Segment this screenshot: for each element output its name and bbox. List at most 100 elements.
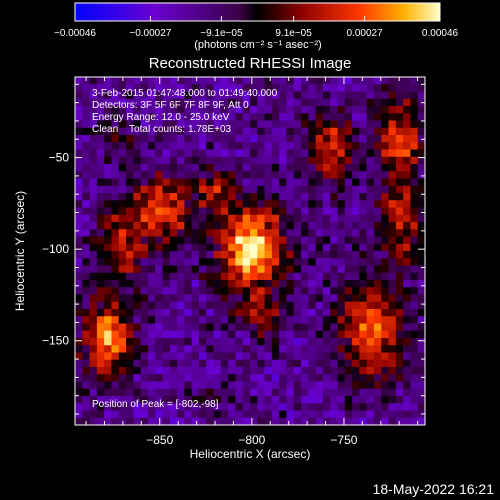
heatmap-cell bbox=[344, 294, 353, 303]
heatmap-cell bbox=[184, 222, 193, 230]
heatmap-cell bbox=[330, 265, 339, 274]
heatmap-cell bbox=[395, 367, 404, 375]
heatmap-cell bbox=[417, 127, 425, 136]
heatmap-cell bbox=[352, 345, 360, 354]
heatmap-cell bbox=[133, 403, 142, 412]
heatmap-cell bbox=[315, 316, 324, 325]
heatmap-cell bbox=[366, 207, 375, 216]
heatmap-cell bbox=[118, 265, 127, 274]
heatmap-cell bbox=[417, 84, 425, 93]
heatmap-cell bbox=[206, 272, 215, 281]
heatmap-cell bbox=[373, 185, 382, 194]
heatmap-cell bbox=[228, 345, 237, 354]
heatmap-cell bbox=[184, 178, 193, 187]
heatmap-cell bbox=[308, 323, 317, 332]
heatmap-cell bbox=[235, 236, 244, 245]
heatmap-cell bbox=[82, 236, 91, 245]
heatmap-cell bbox=[198, 323, 207, 332]
heatmap-cell bbox=[133, 222, 142, 230]
heatmap-cell bbox=[206, 280, 215, 288]
heatmap-cell bbox=[184, 301, 193, 310]
heatmap-cell bbox=[206, 417, 215, 425]
heatmap-cell bbox=[315, 229, 324, 238]
heatmap-cell bbox=[264, 381, 273, 390]
heatmap-cell bbox=[96, 91, 105, 100]
heatmap-cell bbox=[104, 214, 113, 223]
heatmap-cell bbox=[373, 396, 382, 404]
heatmap-cell bbox=[366, 316, 375, 325]
heatmap-cell bbox=[177, 294, 185, 303]
heatmap-cell bbox=[279, 417, 288, 425]
heatmap-cell bbox=[191, 91, 200, 100]
heatmap-cell bbox=[235, 120, 244, 129]
heatmap-cell bbox=[308, 142, 317, 151]
heatmap-cell bbox=[82, 309, 91, 317]
heatmap-cell bbox=[133, 272, 142, 281]
heatmap-cell bbox=[344, 316, 353, 325]
heatmap-cell bbox=[330, 142, 339, 151]
heatmap-cell bbox=[403, 164, 412, 172]
heatmap-cell bbox=[330, 287, 339, 296]
heatmap-cell bbox=[96, 127, 105, 136]
heatmap-cell bbox=[250, 294, 258, 303]
heatmap-cell bbox=[388, 127, 397, 136]
heatmap-cell bbox=[315, 410, 324, 419]
heatmap-cell bbox=[177, 156, 185, 165]
heatmap-cell bbox=[359, 301, 368, 310]
heatmap-cell bbox=[330, 403, 339, 412]
heatmap-cell bbox=[403, 272, 412, 281]
heatmap-cell bbox=[169, 403, 178, 412]
heatmap-cell bbox=[140, 149, 149, 158]
heatmap-cell bbox=[104, 127, 113, 136]
heatmap-cell bbox=[293, 396, 302, 404]
heatmap-cell bbox=[242, 185, 251, 194]
heatmap-cell bbox=[162, 294, 171, 303]
heatmap-cell bbox=[82, 178, 91, 187]
heatmap-cell bbox=[286, 316, 295, 325]
heatmap-cell bbox=[126, 106, 134, 114]
heatmap-cell bbox=[322, 135, 331, 143]
heatmap-cell bbox=[286, 323, 295, 332]
heatmap-cell bbox=[293, 185, 302, 194]
heatmap-cell bbox=[286, 388, 295, 397]
heatmap-cell bbox=[75, 243, 83, 252]
heatmap-cell bbox=[395, 316, 404, 325]
heatmap-cell bbox=[177, 388, 185, 397]
heatmap-cell bbox=[220, 91, 229, 100]
heatmap-cell bbox=[337, 265, 346, 274]
heatmap-cell bbox=[155, 243, 164, 252]
heatmap-cell bbox=[403, 193, 412, 201]
heatmap-cell bbox=[344, 388, 353, 397]
heatmap-cell bbox=[366, 106, 375, 114]
heatmap-cell bbox=[344, 251, 353, 259]
heatmap-cell bbox=[89, 388, 98, 397]
heatmap-cell bbox=[198, 410, 207, 419]
heatmap-cell bbox=[395, 149, 404, 158]
heatmap-cell bbox=[147, 149, 156, 158]
heatmap-cell bbox=[264, 84, 273, 93]
heatmap-cell bbox=[279, 127, 288, 136]
heatmap-cell bbox=[198, 294, 207, 303]
heatmap-cell bbox=[264, 316, 273, 325]
heatmap-cell bbox=[75, 316, 83, 325]
heatmap-cell bbox=[322, 374, 331, 383]
heatmap-cell bbox=[395, 222, 404, 230]
heatmap-cell bbox=[140, 367, 149, 375]
heatmap-cell bbox=[286, 381, 295, 390]
heatmap-cell bbox=[366, 229, 375, 238]
heatmap-cell bbox=[104, 272, 113, 281]
heatmap-cell bbox=[220, 345, 229, 354]
heatmap-cell bbox=[206, 135, 215, 143]
heatmap-cell bbox=[133, 251, 142, 259]
heatmap-cell bbox=[82, 251, 91, 259]
heatmap-cell bbox=[344, 309, 353, 317]
heatmap-cell bbox=[337, 236, 346, 245]
heatmap-cell bbox=[140, 330, 149, 339]
heatmap-cell bbox=[403, 294, 412, 303]
heatmap-cell bbox=[206, 236, 215, 245]
heatmap-cell bbox=[271, 77, 280, 85]
heatmap-cell bbox=[395, 251, 404, 259]
heatmap-cell bbox=[322, 338, 331, 346]
heatmap-cell bbox=[359, 113, 368, 122]
heatmap-cell bbox=[271, 135, 280, 143]
